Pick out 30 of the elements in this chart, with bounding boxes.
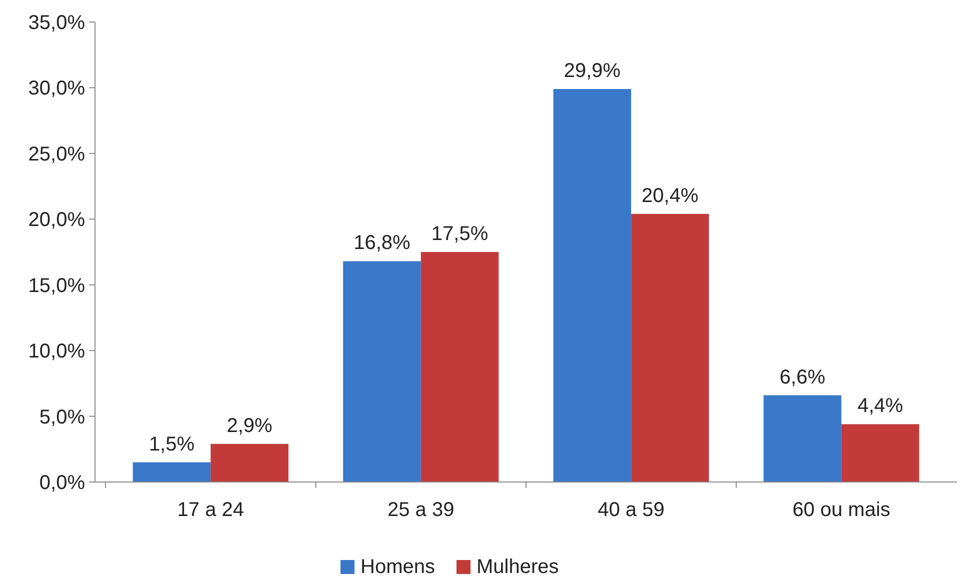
y-tick-label: 10,0% [28,340,86,363]
x-tick-label: 25 a 39 [388,499,454,521]
data-label: 20,4% [642,184,699,207]
y-tick-label: 25,0% [28,143,86,166]
bar [210,444,288,482]
data-label: 17,5% [431,223,488,245]
legend-label: Mulheres [476,556,559,578]
y-tick-label: 20,0% [28,209,86,232]
bar [631,214,709,482]
y-tick-label: 30,0% [28,78,86,100]
data-label: 29,9% [564,60,621,82]
data-label: 1,5% [148,433,195,456]
x-tick-label: 40 a 59 [598,499,664,521]
bar [841,424,920,482]
bar [553,89,632,482]
data-label: 2,9% [226,414,273,437]
x-tick-label: 17 a 24 [177,499,244,521]
y-tick-label: 0,0% [39,472,86,494]
y-tick-label: 15,0% [28,274,86,297]
data-label: 4,4% [857,395,904,418]
y-tick-label: 35,0% [28,12,86,34]
x-tick-label: 60 ou mais [792,499,890,521]
legend-label: Homens [360,556,435,578]
bar [343,261,421,482]
y-tick-label: 5,0% [39,406,86,428]
bar [132,462,211,482]
data-label: 16,8% [354,232,411,254]
bar [764,395,842,482]
bar [420,252,499,482]
data-label: 6,6% [780,366,826,388]
